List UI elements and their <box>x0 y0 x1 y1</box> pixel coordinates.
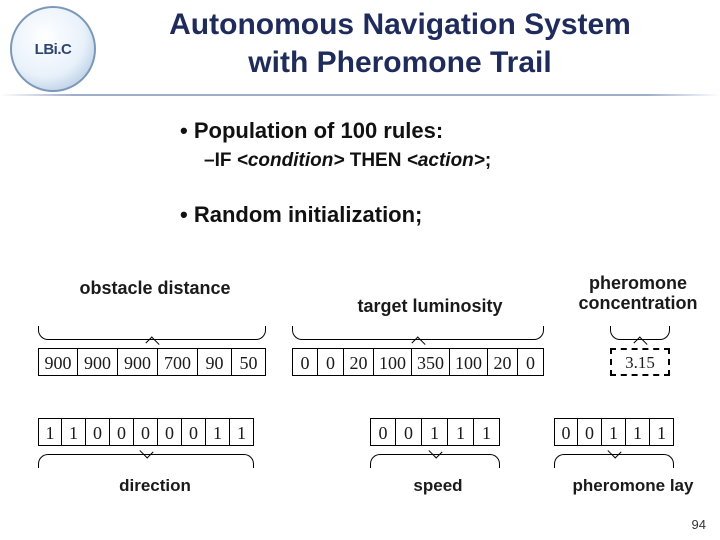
row-direction: 110000011 <box>38 418 254 446</box>
bullet-2: • Random initialization; <box>180 202 680 228</box>
pheromone-value-box: 3.15 <box>610 348 670 376</box>
obstacle-cell: 900 <box>38 348 78 376</box>
brace-direction <box>38 448 254 468</box>
speed-cell: 0 <box>370 418 396 446</box>
sub-semi: ; <box>485 150 491 171</box>
speed-cell: 0 <box>396 418 422 446</box>
obstacle-cell: 900 <box>118 348 158 376</box>
sub-if: IF <box>215 150 232 171</box>
target-cell: 0 <box>318 348 344 376</box>
target-cell: 100 <box>450 348 488 376</box>
page-number: 94 <box>692 517 706 532</box>
bullet-2-text: Random initialization; <box>194 202 423 227</box>
lay-cell: 1 <box>650 418 674 446</box>
direction-cell: 0 <box>182 418 206 446</box>
label-pheromone-l1: pheromone <box>589 273 687 293</box>
row-lay: 00111 <box>554 418 674 446</box>
direction-cell: 1 <box>62 418 86 446</box>
row-speed: 00111 <box>370 418 500 446</box>
target-cell: 100 <box>374 348 412 376</box>
target-cell: 20 <box>488 348 518 376</box>
obstacle-cell: 50 <box>232 348 266 376</box>
direction-cell: 0 <box>134 418 158 446</box>
brace-obstacle <box>38 326 266 346</box>
title-line2: with Pheromone Trail <box>248 46 551 79</box>
speed-cell: 1 <box>422 418 448 446</box>
target-cell: 0 <box>518 348 544 376</box>
logo-text: LBi.C <box>35 41 72 58</box>
target-cell: 0 <box>292 348 318 376</box>
obstacle-cell: 900 <box>78 348 118 376</box>
direction-cell: 1 <box>230 418 254 446</box>
bullet-1-sub: –IF <condition> THEN <action>; <box>204 150 680 172</box>
target-cell: 350 <box>412 348 450 376</box>
title-line1: Autonomous Navigation System <box>169 8 631 41</box>
sub-act: <action> <box>407 150 485 171</box>
title-underline <box>0 94 720 96</box>
lay-cell: 0 <box>578 418 602 446</box>
obstacle-cell: 90 <box>198 348 232 376</box>
label-direction: direction <box>60 476 250 496</box>
lay-cell: 1 <box>626 418 650 446</box>
obstacle-cell: 700 <box>158 348 198 376</box>
brace-target <box>292 326 544 346</box>
lay-cell: 1 <box>602 418 626 446</box>
bullet-1-text: Population of 100 rules: <box>194 118 443 143</box>
speed-cell: 1 <box>474 418 500 446</box>
sub-cond: <condition> <box>237 150 345 171</box>
direction-cell: 0 <box>86 418 110 446</box>
brace-speed <box>370 448 500 468</box>
row-target: 0020100350100200 <box>292 348 544 376</box>
brace-pheromone <box>610 326 670 346</box>
bullets: • Population of 100 rules: –IF <conditio… <box>180 118 680 228</box>
label-pheromone-l2: concentration <box>578 293 697 313</box>
direction-cell: 1 <box>206 418 230 446</box>
label-speed: speed <box>378 476 498 496</box>
bullet-1: • Population of 100 rules: <box>180 118 680 144</box>
label-obstacle: obstacle distance <box>40 278 270 299</box>
logo: LBi.C <box>10 6 96 92</box>
row-obstacle: 9009009007009050 <box>38 348 266 376</box>
slide-title: Autonomous Navigation System with Pherom… <box>100 6 700 81</box>
label-target: target luminosity <box>310 296 550 317</box>
direction-cell: 0 <box>158 418 182 446</box>
target-cell: 20 <box>344 348 374 376</box>
direction-cell: 0 <box>110 418 134 446</box>
speed-cell: 1 <box>448 418 474 446</box>
brace-lay <box>554 448 674 468</box>
direction-cell: 1 <box>38 418 62 446</box>
lay-cell: 0 <box>554 418 578 446</box>
label-lay: pheromone lay <box>548 476 718 496</box>
label-pheromone: pheromone concentration <box>558 274 718 314</box>
sub-then: THEN <box>350 150 402 171</box>
